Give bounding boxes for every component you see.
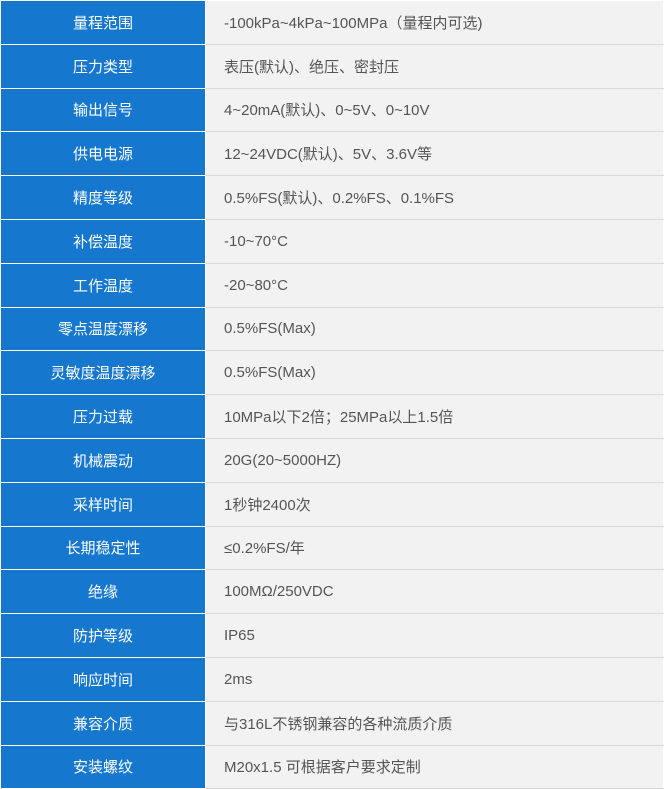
table-row: 零点温度漂移0.5%FS(Max) <box>1 307 664 351</box>
spec-label: 压力过载 <box>1 395 206 439</box>
table-row: 供电电源12~24VDC(默认)、5V、3.6V等 <box>1 132 664 176</box>
spec-value: 0.5%FS(默认)、0.2%FS、0.1%FS <box>206 176 664 220</box>
spec-value: 100MΩ/250VDC <box>206 570 664 614</box>
table-row: 压力过载10MPa以下2倍；25MPa以上1.5倍 <box>1 395 664 439</box>
spec-value: M20x1.5 可根据客户要求定制 <box>206 745 664 789</box>
spec-value: 12~24VDC(默认)、5V、3.6V等 <box>206 132 664 176</box>
spec-label: 零点温度漂移 <box>1 307 206 351</box>
table-row: 精度等级0.5%FS(默认)、0.2%FS、0.1%FS <box>1 176 664 220</box>
table-row: 机械震动20G(20~5000HZ) <box>1 438 664 482</box>
spec-label: 兼容介质 <box>1 701 206 745</box>
spec-label: 机械震动 <box>1 438 206 482</box>
spec-label: 长期稳定性 <box>1 526 206 570</box>
spec-label: 量程范围 <box>1 1 206 45</box>
table-row: 安装螺纹M20x1.5 可根据客户要求定制 <box>1 745 664 789</box>
table-row: 防护等级IP65 <box>1 614 664 658</box>
spec-label: 响应时间 <box>1 657 206 701</box>
spec-value: 10MPa以下2倍；25MPa以上1.5倍 <box>206 395 664 439</box>
spec-label: 压力类型 <box>1 44 206 88</box>
spec-value: 表压(默认)、绝压、密封压 <box>206 44 664 88</box>
spec-value: ≤0.2%FS/年 <box>206 526 664 570</box>
spec-value: 1秒钟2400次 <box>206 482 664 526</box>
spec-value: 4~20mA(默认)、0~5V、0~10V <box>206 88 664 132</box>
spec-label: 防护等级 <box>1 614 206 658</box>
spec-label: 精度等级 <box>1 176 206 220</box>
spec-value: -10~70°C <box>206 219 664 263</box>
table-row: 灵敏度温度漂移0.5%FS(Max) <box>1 351 664 395</box>
spec-label: 灵敏度温度漂移 <box>1 351 206 395</box>
spec-label: 安装螺纹 <box>1 745 206 789</box>
table-row: 补偿温度-10~70°C <box>1 219 664 263</box>
spec-table: 量程范围-100kPa~4kPa~100MPa（量程内可选)压力类型表压(默认)… <box>0 0 664 789</box>
spec-value: 20G(20~5000HZ) <box>206 438 664 482</box>
spec-label: 输出信号 <box>1 88 206 132</box>
table-row: 兼容介质与316L不锈钢兼容的各种流质介质 <box>1 701 664 745</box>
spec-value: 与316L不锈钢兼容的各种流质介质 <box>206 701 664 745</box>
table-row: 绝缘100MΩ/250VDC <box>1 570 664 614</box>
table-row: 长期稳定性≤0.2%FS/年 <box>1 526 664 570</box>
spec-value: 0.5%FS(Max) <box>206 307 664 351</box>
spec-label: 工作温度 <box>1 263 206 307</box>
spec-table-body: 量程范围-100kPa~4kPa~100MPa（量程内可选)压力类型表压(默认)… <box>1 1 664 789</box>
table-row: 量程范围-100kPa~4kPa~100MPa（量程内可选) <box>1 1 664 45</box>
spec-value: -20~80°C <box>206 263 664 307</box>
spec-label: 采样时间 <box>1 482 206 526</box>
spec-value: -100kPa~4kPa~100MPa（量程内可选) <box>206 1 664 45</box>
table-row: 输出信号4~20mA(默认)、0~5V、0~10V <box>1 88 664 132</box>
table-row: 工作温度-20~80°C <box>1 263 664 307</box>
table-row: 采样时间1秒钟2400次 <box>1 482 664 526</box>
spec-value: 0.5%FS(Max) <box>206 351 664 395</box>
spec-label: 供电电源 <box>1 132 206 176</box>
spec-label: 绝缘 <box>1 570 206 614</box>
table-row: 压力类型表压(默认)、绝压、密封压 <box>1 44 664 88</box>
spec-value: IP65 <box>206 614 664 658</box>
spec-label: 补偿温度 <box>1 219 206 263</box>
spec-value: 2ms <box>206 657 664 701</box>
table-row: 响应时间2ms <box>1 657 664 701</box>
